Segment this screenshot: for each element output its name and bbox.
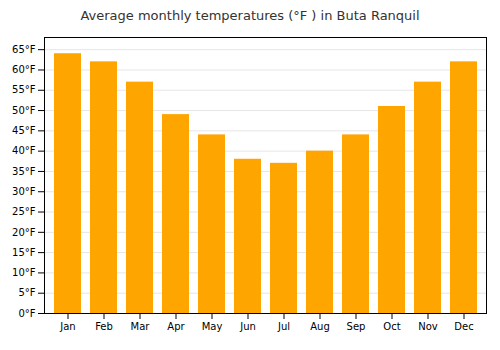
svg-text:Sep: Sep xyxy=(347,321,366,332)
svg-text:65°F: 65°F xyxy=(12,44,36,55)
svg-text:35°F: 35°F xyxy=(12,166,36,177)
svg-text:Feb: Feb xyxy=(95,321,113,332)
svg-text:Jan: Jan xyxy=(59,321,75,332)
svg-text:Jun: Jun xyxy=(239,321,256,332)
svg-text:Nov: Nov xyxy=(418,321,438,332)
svg-text:5°F: 5°F xyxy=(18,287,35,298)
svg-text:May: May xyxy=(202,321,223,332)
html-text:Average monthly temperatures (: Average monthly temperatures (°F ) in Bu… xyxy=(80,8,420,23)
svg-text:45°F: 45°F xyxy=(12,125,36,136)
svg-text:Oct: Oct xyxy=(383,321,400,332)
svg-text:60°F: 60°F xyxy=(12,64,36,75)
svg-text:0°F: 0°F xyxy=(18,308,35,319)
svg-text:20°F: 20°F xyxy=(12,227,36,238)
svg-text:Dec: Dec xyxy=(454,321,473,332)
svg-text:Aug: Aug xyxy=(310,321,330,332)
svg-text:55°F: 55°F xyxy=(12,84,36,95)
svg-text:Mar: Mar xyxy=(131,321,151,332)
svg-text:15°F: 15°F xyxy=(12,247,36,258)
svg-text:30°F: 30°F xyxy=(12,186,36,197)
svg-text:50°F: 50°F xyxy=(12,105,36,116)
svg-text:Jul: Jul xyxy=(277,321,290,332)
svg-text:Apr: Apr xyxy=(167,321,185,332)
svg-text:40°F: 40°F xyxy=(12,145,36,156)
svg-text:25°F: 25°F xyxy=(12,206,36,217)
svg-text:10°F: 10°F xyxy=(12,267,36,278)
